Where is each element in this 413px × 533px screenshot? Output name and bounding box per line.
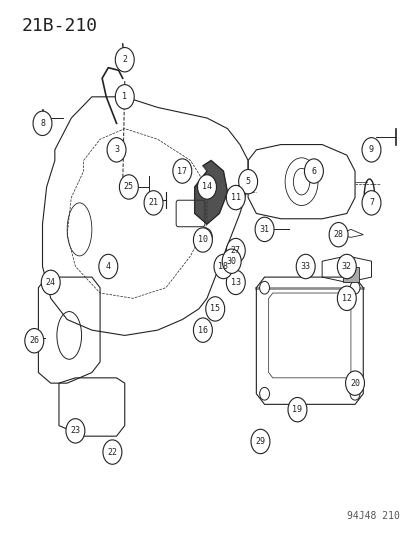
Circle shape — [197, 175, 216, 199]
Circle shape — [226, 185, 244, 210]
Text: 21B-210: 21B-210 — [22, 17, 98, 35]
Text: 20: 20 — [349, 378, 359, 387]
Circle shape — [337, 286, 356, 311]
Text: 8: 8 — [40, 119, 45, 128]
Circle shape — [103, 440, 121, 464]
Text: 3: 3 — [114, 146, 119, 155]
Polygon shape — [342, 266, 358, 282]
Circle shape — [250, 429, 269, 454]
Text: 12: 12 — [341, 294, 351, 303]
Text: 4: 4 — [106, 262, 111, 271]
Circle shape — [144, 191, 163, 215]
Circle shape — [214, 254, 233, 279]
Circle shape — [238, 169, 257, 194]
Circle shape — [328, 222, 347, 247]
Text: 1: 1 — [122, 92, 127, 101]
Text: 14: 14 — [202, 182, 211, 191]
Text: 10: 10 — [197, 236, 207, 245]
Circle shape — [193, 228, 212, 252]
Circle shape — [296, 254, 314, 279]
Text: 94J48 210: 94J48 210 — [347, 511, 399, 521]
Text: 17: 17 — [177, 166, 187, 175]
Text: 33: 33 — [300, 262, 310, 271]
Text: 18: 18 — [218, 262, 228, 271]
Circle shape — [205, 297, 224, 321]
Circle shape — [115, 85, 134, 109]
Text: 23: 23 — [70, 426, 80, 435]
Circle shape — [254, 217, 273, 241]
Circle shape — [345, 371, 363, 395]
Text: 7: 7 — [368, 198, 373, 207]
Circle shape — [226, 270, 244, 295]
Circle shape — [349, 281, 359, 294]
Circle shape — [361, 138, 380, 162]
Circle shape — [107, 138, 126, 162]
Text: 21: 21 — [148, 198, 158, 207]
Text: 31: 31 — [259, 225, 269, 234]
Text: 9: 9 — [368, 146, 373, 155]
Text: 19: 19 — [292, 405, 302, 414]
Text: 25: 25 — [123, 182, 133, 191]
Text: 22: 22 — [107, 448, 117, 457]
Circle shape — [337, 254, 356, 279]
Circle shape — [33, 111, 52, 135]
Circle shape — [222, 249, 240, 273]
Text: 24: 24 — [45, 278, 56, 287]
Circle shape — [287, 398, 306, 422]
Text: 29: 29 — [255, 437, 265, 446]
Circle shape — [259, 281, 269, 294]
Polygon shape — [194, 160, 227, 224]
Circle shape — [193, 318, 212, 342]
Circle shape — [66, 419, 85, 443]
Circle shape — [304, 159, 323, 183]
Circle shape — [226, 238, 244, 263]
Circle shape — [25, 328, 44, 353]
Text: 6: 6 — [311, 166, 316, 175]
Circle shape — [361, 191, 380, 215]
Text: 26: 26 — [29, 336, 39, 345]
Text: 27: 27 — [230, 246, 240, 255]
Text: 2: 2 — [122, 55, 127, 64]
Text: 13: 13 — [230, 278, 240, 287]
Circle shape — [99, 254, 117, 279]
Text: 15: 15 — [210, 304, 220, 313]
Ellipse shape — [228, 255, 235, 262]
Text: 16: 16 — [197, 326, 207, 335]
Circle shape — [115, 47, 134, 72]
Circle shape — [119, 175, 138, 199]
Text: 32: 32 — [341, 262, 351, 271]
Circle shape — [173, 159, 191, 183]
Text: 30: 30 — [226, 257, 236, 265]
Circle shape — [259, 387, 269, 400]
Text: 11: 11 — [230, 193, 240, 202]
Circle shape — [41, 270, 60, 295]
Circle shape — [349, 387, 359, 400]
Text: 28: 28 — [333, 230, 343, 239]
Text: 5: 5 — [245, 177, 250, 186]
